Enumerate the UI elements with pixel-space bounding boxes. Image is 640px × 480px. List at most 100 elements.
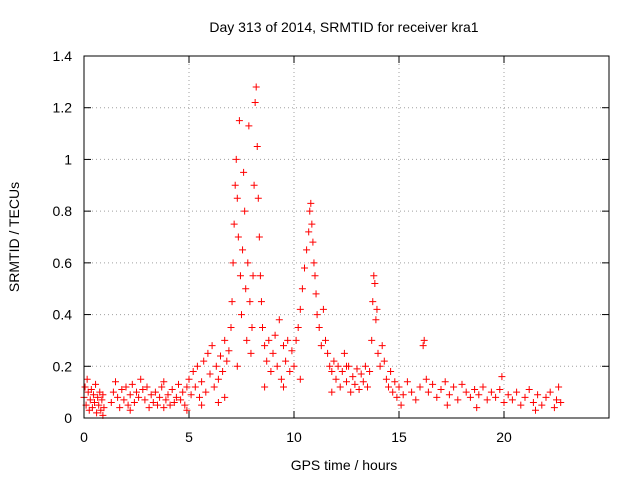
data-point xyxy=(98,396,106,404)
data-point xyxy=(122,383,130,391)
data-point xyxy=(433,393,441,401)
data-point xyxy=(294,324,302,331)
data-point xyxy=(357,370,365,378)
data-point xyxy=(319,305,327,313)
data-point xyxy=(200,357,208,365)
data-point xyxy=(387,367,395,375)
data-point xyxy=(233,194,241,202)
data-point xyxy=(538,401,546,409)
data-point xyxy=(441,378,449,386)
data-point xyxy=(364,383,371,391)
data-point xyxy=(269,349,277,357)
data-point xyxy=(450,383,458,391)
data-point xyxy=(183,383,191,391)
data-point xyxy=(109,388,117,396)
data-point xyxy=(307,199,315,207)
data-point xyxy=(420,336,428,344)
data-point xyxy=(376,362,384,370)
data-point xyxy=(100,404,108,412)
data-point xyxy=(147,391,155,399)
data-point xyxy=(334,362,342,370)
data-point xyxy=(343,378,350,386)
data-point xyxy=(124,401,132,409)
data-point xyxy=(252,83,260,91)
data-point xyxy=(310,259,318,267)
data-point xyxy=(275,316,283,324)
data-point xyxy=(271,331,279,339)
data-point xyxy=(369,298,377,306)
data-point xyxy=(187,391,195,399)
data-point xyxy=(254,194,262,202)
data-point xyxy=(483,396,491,404)
data-point xyxy=(309,238,317,246)
data-point xyxy=(160,404,168,412)
data-point xyxy=(208,342,216,350)
data-point xyxy=(273,362,281,370)
data-point xyxy=(112,378,119,386)
data-point xyxy=(347,388,355,396)
x-tick-label: 5 xyxy=(185,429,193,445)
data-point xyxy=(86,396,94,404)
data-point xyxy=(227,324,235,331)
data-point xyxy=(355,386,363,394)
data-point xyxy=(247,349,255,357)
chart-title: Day 313 of 2014, SRMTID for receiver kra… xyxy=(209,19,478,35)
data-point xyxy=(298,285,306,293)
data-point xyxy=(542,393,550,401)
data-point xyxy=(236,272,244,280)
data-point xyxy=(473,404,481,412)
data-point xyxy=(223,357,231,365)
data-point xyxy=(315,324,323,331)
data-point xyxy=(277,375,285,383)
data-point xyxy=(183,406,191,414)
data-point xyxy=(251,99,259,107)
data-point xyxy=(508,396,516,404)
data-point xyxy=(202,388,210,396)
data-point xyxy=(261,342,269,350)
data-point xyxy=(395,383,403,391)
data-point xyxy=(458,380,466,388)
data-point xyxy=(366,367,374,375)
data-point xyxy=(139,386,147,394)
data-point xyxy=(175,380,182,388)
data-point xyxy=(89,391,97,399)
data-point xyxy=(338,367,346,375)
data-point xyxy=(168,386,176,394)
data-point xyxy=(83,375,91,383)
data-point xyxy=(513,388,521,396)
data-point xyxy=(397,401,405,409)
data-point xyxy=(196,393,203,401)
x-tick-label: 20 xyxy=(496,429,512,445)
y-tick-label: 0.4 xyxy=(53,307,73,323)
y-tick-label: 0 xyxy=(64,410,72,426)
data-point xyxy=(225,347,233,355)
data-point xyxy=(424,388,432,396)
data-point xyxy=(308,220,316,228)
data-point xyxy=(382,375,390,383)
data-point xyxy=(87,386,95,394)
data-point xyxy=(403,378,411,386)
data-point xyxy=(170,398,178,406)
data-point xyxy=(553,396,560,404)
data-point xyxy=(391,378,399,386)
data-point xyxy=(487,388,495,396)
data-point xyxy=(243,336,251,344)
data-point xyxy=(546,388,554,396)
axis-ticks: 0 0.2 0.4 0.6 0.8 1 1.2 1.4 0 5 10 15 20 xyxy=(53,48,609,445)
data-point xyxy=(214,375,222,383)
data-point xyxy=(233,362,241,370)
data-point xyxy=(191,383,199,391)
data-point xyxy=(292,336,300,344)
y-tick-label: 0.6 xyxy=(53,255,73,271)
data-point xyxy=(250,181,258,189)
grid xyxy=(84,56,609,418)
y-tick-label: 1.4 xyxy=(53,48,73,64)
data-point xyxy=(479,383,487,391)
data-point xyxy=(137,375,145,383)
data-point xyxy=(133,388,140,396)
data-point xyxy=(92,380,100,388)
data-point xyxy=(257,298,265,306)
data-points xyxy=(80,83,565,419)
data-point xyxy=(361,362,369,370)
data-point xyxy=(267,367,275,375)
